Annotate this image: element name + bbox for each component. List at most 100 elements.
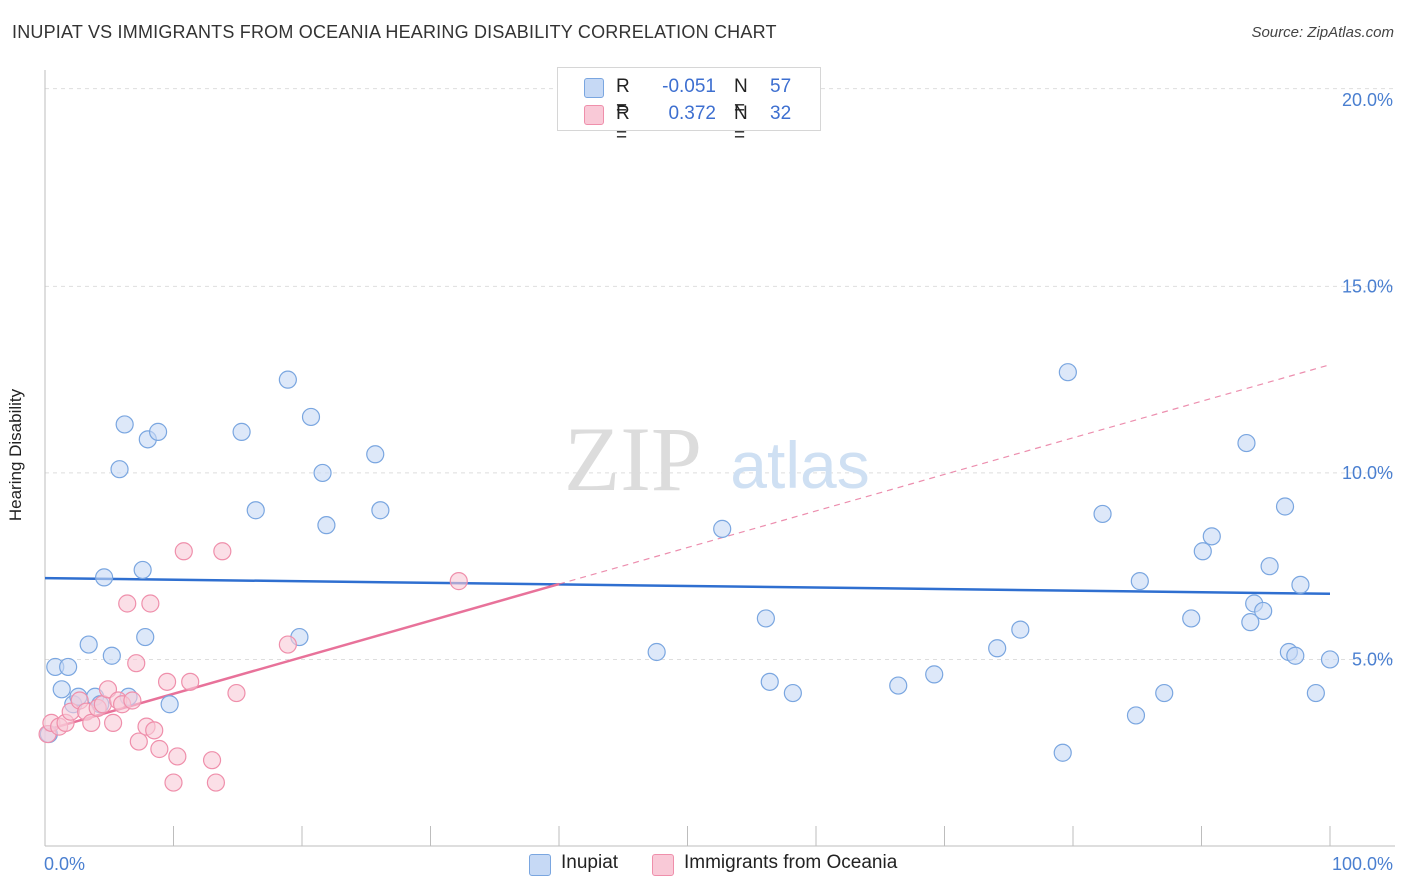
watermark-atlas: atlas: [730, 428, 869, 502]
point-oceania: [164, 773, 183, 792]
point-oceania: [278, 635, 297, 654]
point-oceania: [129, 732, 148, 751]
point-oceania: [127, 654, 146, 673]
point-inupiat: [1155, 683, 1174, 703]
point-oceania: [150, 739, 169, 759]
point-inupiat: [1182, 609, 1201, 628]
point-oceania: [123, 691, 142, 710]
point-oceania: [227, 683, 246, 703]
point-inupiat: [783, 683, 802, 703]
point-oceania: [168, 747, 187, 766]
point-inupiat: [1260, 557, 1279, 576]
watermark-zip: ZIP: [564, 408, 702, 510]
x-tick-label: 0.0%: [44, 854, 85, 874]
watermark: ZIP atlas: [564, 408, 870, 510]
legend-label-oceania: Immigrants from Oceania: [684, 852, 898, 873]
point-oceania: [145, 721, 164, 740]
point-inupiat: [371, 501, 390, 520]
point-inupiat: [1053, 743, 1072, 762]
point-oceania: [118, 594, 137, 613]
point-inupiat: [1011, 620, 1030, 639]
point-oceania: [174, 542, 193, 561]
legend-r-value: -0.051: [662, 76, 716, 97]
legend-swatch-oceania: [584, 105, 604, 125]
point-inupiat: [1291, 575, 1310, 594]
point-oceania: [213, 542, 232, 561]
legend-r-value: 0.372: [668, 103, 716, 124]
point-inupiat: [301, 407, 321, 427]
point-inupiat: [102, 646, 121, 665]
legend-n-label: N =: [734, 76, 748, 119]
trend-line: [44, 576, 1331, 596]
point-inupiat: [925, 665, 944, 684]
y-tick-label: 10.0%: [1342, 463, 1393, 483]
y-tick-label: 15.0%: [1342, 276, 1393, 296]
point-inupiat: [110, 460, 129, 479]
x-tick-label: 100.0%: [1332, 854, 1393, 874]
axes: [44, 70, 1395, 847]
gridlines: [45, 88, 1395, 660]
point-inupiat: [1241, 613, 1260, 632]
point-oceania: [181, 672, 200, 691]
data-points: [38, 109, 1340, 792]
point-inupiat: [246, 501, 265, 520]
chart-title: INUPIAT VS IMMIGRANTS FROM OCEANIA HEARI…: [12, 22, 777, 42]
point-inupiat: [317, 516, 336, 535]
point-inupiat: [133, 560, 152, 580]
source-credit: Source: ZipAtlas.com: [1251, 24, 1394, 41]
series-legend: Inupiat Immigrants from Oceania: [0, 852, 1406, 878]
point-inupiat: [115, 415, 134, 434]
legend-n-value: 32: [770, 103, 792, 124]
point-inupiat: [1275, 497, 1295, 516]
point-inupiat: [1254, 601, 1273, 621]
point-inupiat: [148, 422, 168, 441]
point-inupiat: [1320, 650, 1340, 669]
point-inupiat: [889, 676, 908, 695]
y-tick-label: 5.0%: [1352, 649, 1393, 669]
point-inupiat: [232, 422, 251, 441]
legend-swatch-inupiat: [584, 78, 604, 98]
point-inupiat: [52, 680, 71, 699]
legend-n-label: N =: [734, 103, 748, 146]
point-oceania: [157, 672, 177, 691]
point-inupiat: [756, 609, 775, 628]
point-inupiat: [647, 642, 666, 662]
stats-legend: R = -0.051 N = 57 R = 0.372 N = 32: [557, 67, 821, 146]
legend-n-value: 57: [770, 76, 792, 97]
point-inupiat: [136, 627, 155, 647]
point-inupiat: [1058, 363, 1077, 382]
legend-swatch-inupiat: [529, 854, 551, 876]
point-inupiat: [313, 463, 332, 483]
trend-line-dashed: [558, 364, 1331, 585]
point-inupiat: [1193, 542, 1212, 561]
point-inupiat: [1306, 683, 1325, 703]
point-inupiat: [79, 635, 98, 654]
point-oceania: [206, 773, 226, 792]
legend-label-inupiat: Inupiat: [561, 852, 619, 873]
point-inupiat: [278, 370, 297, 389]
point-inupiat: [713, 519, 732, 538]
point-inupiat: [160, 695, 179, 714]
point-oceania: [141, 594, 160, 613]
legend-r-label: R =: [616, 103, 630, 146]
point-inupiat: [1093, 504, 1112, 524]
y-tick-label: 20.0%: [1342, 90, 1393, 110]
tick-labels: 5.0% 10.0% 15.0% 20.0% 0.0% 100.0%: [44, 90, 1393, 874]
point-oceania: [202, 751, 222, 770]
legend-r-label: R =: [616, 76, 630, 119]
point-inupiat: [1286, 646, 1305, 665]
point-inupiat: [59, 657, 78, 677]
point-inupiat: [1237, 433, 1256, 453]
point-oceania: [98, 680, 118, 699]
point-inupiat: [988, 639, 1007, 658]
legend-swatch-oceania: [652, 854, 674, 876]
point-inupiat: [1202, 527, 1221, 546]
point-inupiat: [1126, 706, 1146, 725]
point-inupiat: [366, 445, 385, 464]
point-oceania: [449, 572, 468, 591]
point-inupiat: [1130, 572, 1149, 591]
point-inupiat: [95, 568, 114, 587]
point-oceania: [104, 713, 123, 732]
point-inupiat: [760, 672, 779, 691]
